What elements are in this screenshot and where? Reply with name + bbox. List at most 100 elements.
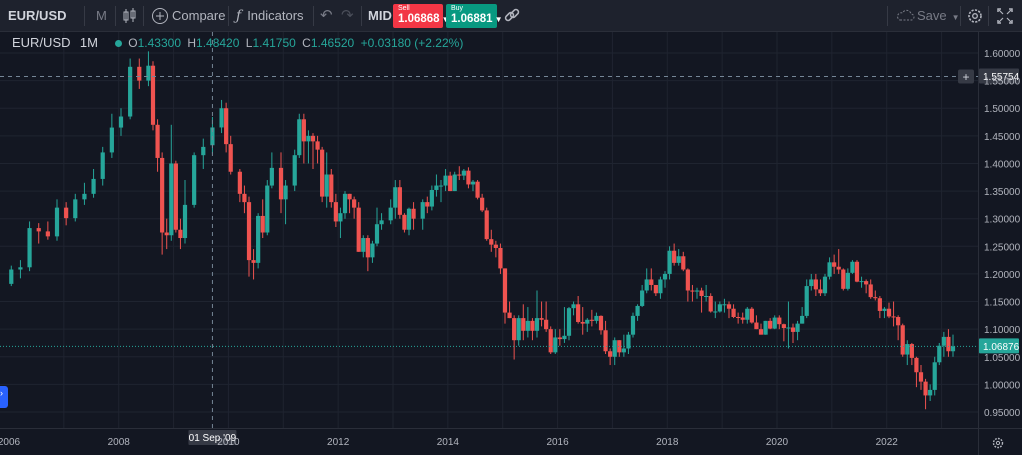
symbol-search[interactable]: EUR/USD [8, 8, 67, 23]
candle-body [946, 336, 951, 352]
candle [795, 320, 800, 341]
candle-body [118, 116, 124, 128]
candle [598, 315, 604, 335]
sell-label: Sell [398, 5, 410, 12]
candle-body [699, 290, 704, 297]
buy-button[interactable]: Buy 1.06881 ▼ [446, 4, 503, 28]
candle [301, 113, 306, 164]
candle [370, 240, 375, 263]
candle-body [841, 269, 846, 289]
price-chart[interactable]: 1.06876 + 1.55754 01 Sep '09 1.60000 1.55000… [0, 32, 1022, 455]
candle [516, 315, 521, 346]
fullscreen-icon [997, 8, 1013, 24]
candle-body [347, 193, 352, 200]
legend-low: 1.41750 [252, 36, 296, 50]
compare-button[interactable]: Compare [151, 0, 225, 32]
interval-button[interactable]: M [96, 8, 107, 23]
save-button[interactable]: Save ▼ [895, 0, 960, 32]
candle [594, 312, 599, 324]
candle [292, 149, 297, 192]
candle [160, 152, 165, 255]
candle [827, 257, 832, 280]
candle-body [493, 244, 498, 248]
candle-body [749, 308, 754, 323]
candle-body [859, 281, 864, 283]
candle [841, 268, 846, 291]
candle [356, 202, 361, 252]
x-tick-label: 2020 [766, 437, 789, 448]
candle [736, 312, 741, 324]
candle [818, 279, 823, 297]
candle [242, 185, 247, 214]
candle [73, 193, 78, 222]
candle-body [914, 357, 919, 373]
function-icon: ƒ [236, 8, 242, 24]
fullscreen-button[interactable] [996, 0, 1014, 32]
cloud-icon [897, 9, 915, 21]
indicators-button[interactable]: ƒ Indicators [236, 0, 304, 32]
candle [644, 268, 649, 294]
candles-icon [123, 8, 136, 23]
candle-body [621, 348, 626, 353]
sell-button[interactable]: Sell 1.06868▼ [393, 4, 450, 28]
candle-body [237, 171, 242, 194]
candle-body [512, 318, 517, 341]
toolbar-divider [143, 6, 144, 26]
gear-icon [968, 9, 982, 23]
settings-button[interactable] [966, 0, 984, 32]
candle [585, 318, 590, 332]
link-icon [504, 8, 520, 22]
candle-body [644, 279, 649, 291]
candle [452, 171, 457, 192]
candle [475, 180, 480, 200]
candle-body [900, 325, 905, 355]
candle-body [909, 344, 914, 358]
candle-body [800, 315, 805, 324]
price-source-button[interactable]: MID [368, 8, 392, 23]
candle [388, 199, 393, 225]
candle [886, 302, 892, 319]
candle-body [649, 279, 654, 285]
candle-body [333, 202, 338, 222]
candle [809, 273, 814, 291]
legend-close: 1.46520 [310, 36, 355, 50]
candle-body [731, 308, 736, 318]
candle-body [786, 327, 791, 329]
toolbar-divider [960, 6, 961, 26]
candle-body [635, 305, 640, 316]
candle-body [461, 170, 466, 176]
candle-body [146, 65, 151, 81]
candle-body [662, 273, 668, 280]
candle-body [36, 228, 41, 232]
candle-body [672, 250, 677, 263]
candle [772, 315, 777, 330]
candle-body [713, 311, 718, 313]
candle-body [736, 317, 741, 319]
candle [813, 273, 818, 297]
candle-body [91, 178, 96, 194]
candle-body [525, 320, 530, 331]
top-toolbar: EUR/USD M Compare ƒ Indicators ↶ ↷ MID Se… [0, 0, 1022, 32]
chevron-down-icon: ▼ [442, 15, 450, 24]
candle [621, 334, 626, 357]
candle [265, 180, 270, 236]
candle [896, 315, 901, 341]
link-button[interactable] [503, 0, 521, 32]
candle-style-button[interactable] [122, 0, 138, 32]
candle-body [301, 119, 306, 142]
candle [731, 304, 736, 319]
candle-body [868, 284, 873, 298]
candle-body [827, 262, 832, 277]
drawing-panel-toggle[interactable]: › [0, 386, 8, 408]
candle-body [27, 228, 32, 268]
candle-body [603, 330, 608, 352]
candle-body [269, 167, 274, 186]
y-tick-label: 1.60000 [984, 49, 1021, 60]
candle-body [708, 296, 713, 312]
candle [36, 223, 41, 244]
redo-icon[interactable]: ↷ [341, 7, 354, 24]
candle [434, 174, 439, 197]
candle [128, 58, 133, 120]
candle-body [598, 315, 604, 331]
undo-icon[interactable]: ↶ [320, 7, 333, 24]
